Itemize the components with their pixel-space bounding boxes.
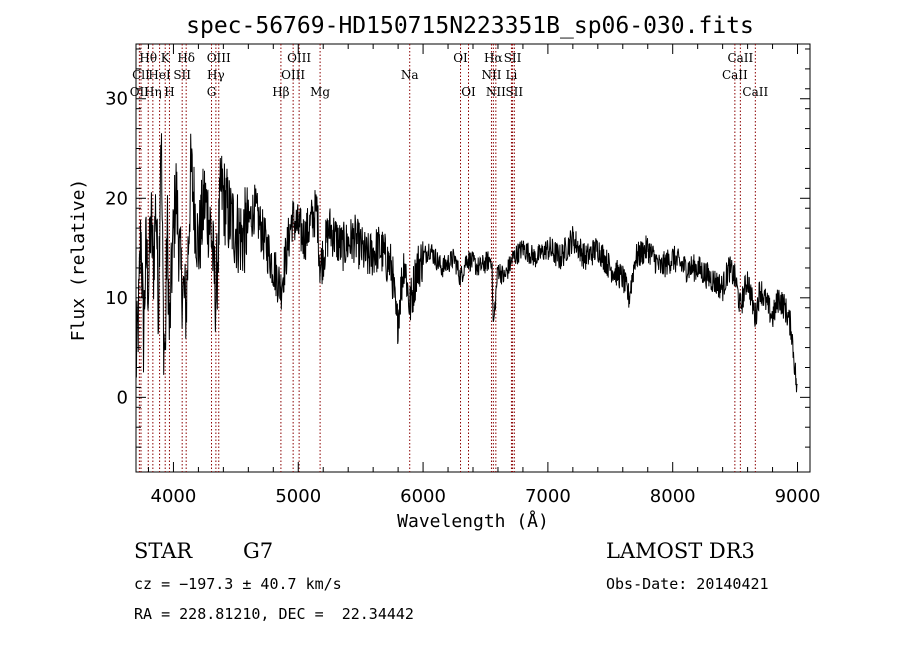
x-tick-label: 9000	[775, 486, 821, 507]
spectral-line-label: OI	[453, 51, 468, 65]
spectral-line-label: CaII	[742, 85, 768, 99]
plot-frame	[135, 43, 811, 473]
spectral-line-label: OIII	[281, 68, 305, 82]
x-tick-label: 8000	[650, 486, 696, 507]
y-axis-title: Flux (relative)	[68, 179, 89, 342]
spectral-line-label: Hθ	[139, 51, 157, 65]
spectral-line-label: NII	[481, 68, 501, 82]
spectral-line-label: Mg	[310, 85, 330, 99]
object-class: STAR	[134, 539, 193, 563]
object-subclass: G7	[243, 539, 273, 563]
x-axis-ticks: 4000 5000 6000 7000 8000 9000	[147, 44, 821, 507]
x-tick-label: 4000	[151, 486, 197, 507]
y-tick-label: 10	[105, 288, 128, 309]
spectral-line-label: Hη	[144, 85, 162, 99]
spectral-line-label: OIII	[287, 51, 311, 65]
observation-date: Obs-Date: 20140421	[606, 575, 769, 593]
spectral-line-label: OII	[130, 85, 150, 99]
spectral-line-label: SII	[505, 85, 523, 99]
spectral-line-label: OI	[461, 85, 476, 99]
x-tick-label: 7000	[525, 486, 571, 507]
spectral-line-label: G	[207, 85, 217, 99]
x-tick-label: 6000	[400, 486, 446, 507]
y-axis-ticks: 0 10 20 30	[105, 48, 810, 448]
spectral-line-label: Hδ	[177, 51, 195, 65]
spectral-line-label: SII	[173, 68, 191, 82]
y-tick-label: 30	[105, 89, 128, 110]
spectral-line-label: K	[161, 51, 171, 65]
y-tick-label: 20	[105, 188, 128, 209]
spectral-line-label: HeI	[148, 68, 171, 82]
spectral-line-label: CaII	[727, 51, 753, 65]
coordinates-text: RA = 228.81210, DEC = 22.34442	[134, 605, 414, 623]
spectral-line-label: Li	[506, 68, 518, 82]
spectrum-line	[135, 133, 798, 393]
spectral-line-label: Hγ	[207, 68, 225, 82]
redshift-text: cz = −197.3 ± 40.7 km/s	[134, 575, 342, 593]
survey-name: LAMOST DR3	[606, 539, 755, 563]
chart-title: spec-56769-HD150715N223351B_sp06-030.fit…	[186, 13, 754, 39]
spectral-line-label: H	[164, 85, 174, 99]
spectral-line-label: NII	[486, 85, 506, 99]
spectral-line-label: CaII	[722, 68, 748, 82]
spectral-line-label: Hβ	[272, 85, 289, 99]
spectral-line-label: ClI	[132, 68, 150, 82]
spectral-line-label: SII	[504, 51, 522, 65]
spectral-line-label: Hα	[484, 51, 503, 65]
spectral-line-label: OIII	[207, 51, 231, 65]
x-tick-label: 5000	[275, 486, 321, 507]
spectral-line-label: Na	[401, 68, 419, 82]
info-panel: STAR G7 LAMOST DR3 cz = −197.3 ± 40.7 km…	[134, 539, 769, 623]
x-axis-title: Wavelength (Å)	[397, 510, 549, 532]
y-tick-label: 0	[117, 387, 128, 408]
